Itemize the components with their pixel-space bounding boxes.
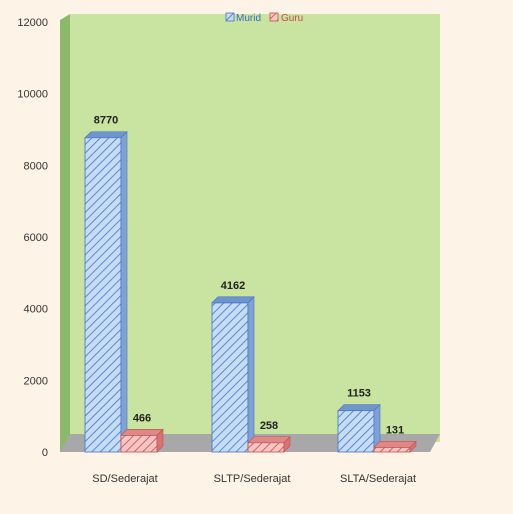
plot-back-wall [70, 14, 440, 442]
bar-murid [211, 302, 249, 453]
y-axis: 0 2000 4000 6000 8000 10000 12000 [17, 17, 48, 459]
bar-guru [120, 434, 158, 453]
legend-label-guru: Guru [281, 13, 303, 24]
bars: 8770 466 4162 258 1153 131 [84, 115, 417, 453]
x-category-label: SLTA/Sederajat [340, 473, 416, 485]
data-label-murid: 4162 [221, 280, 245, 292]
x-axis: SD/Sederajat SLTP/Sederajat SLTA/Sederajat [92, 473, 416, 485]
y-tick-label: 4000 [24, 304, 48, 316]
x-category-label: SD/Sederajat [92, 473, 157, 485]
plot-side-wall [60, 14, 70, 452]
legend-swatch-murid [225, 12, 235, 22]
y-tick-label: 8000 [24, 160, 48, 172]
bar-side-guru [283, 436, 291, 453]
bar-top-murid [84, 131, 128, 139]
data-label-murid: 1153 [347, 388, 371, 400]
bar-side-guru [409, 440, 417, 453]
bar-top-murid [337, 404, 381, 411]
bar-top-guru [247, 436, 291, 444]
bar-murid [337, 410, 375, 453]
y-tick-label: 0 [42, 447, 48, 459]
data-label-murid: 8770 [94, 115, 118, 127]
y-tick-label: 2000 [24, 375, 48, 387]
y-tick-label: 12000 [17, 17, 48, 29]
y-tick-label: 6000 [24, 232, 48, 244]
bar-side-murid [247, 296, 255, 453]
legend: Murid Guru [225, 12, 303, 24]
data-label-guru: 258 [260, 420, 278, 432]
bar-top-guru [120, 429, 164, 436]
x-category-label: SLTP/Sederajat [214, 473, 291, 485]
bar-top-murid [211, 296, 255, 304]
data-label-guru: 466 [133, 412, 151, 424]
legend-label-murid: Murid [236, 13, 261, 24]
data-label-guru: 131 [386, 424, 404, 436]
bar-side-murid [120, 131, 128, 453]
bar-top-guru [373, 441, 417, 448]
bar-murid [84, 137, 122, 453]
bar-guru [373, 446, 411, 453]
bar-side-guru [156, 428, 164, 453]
y-tick-label: 10000 [17, 89, 48, 101]
legend-swatch-guru [269, 12, 279, 22]
bar-guru [247, 442, 285, 453]
